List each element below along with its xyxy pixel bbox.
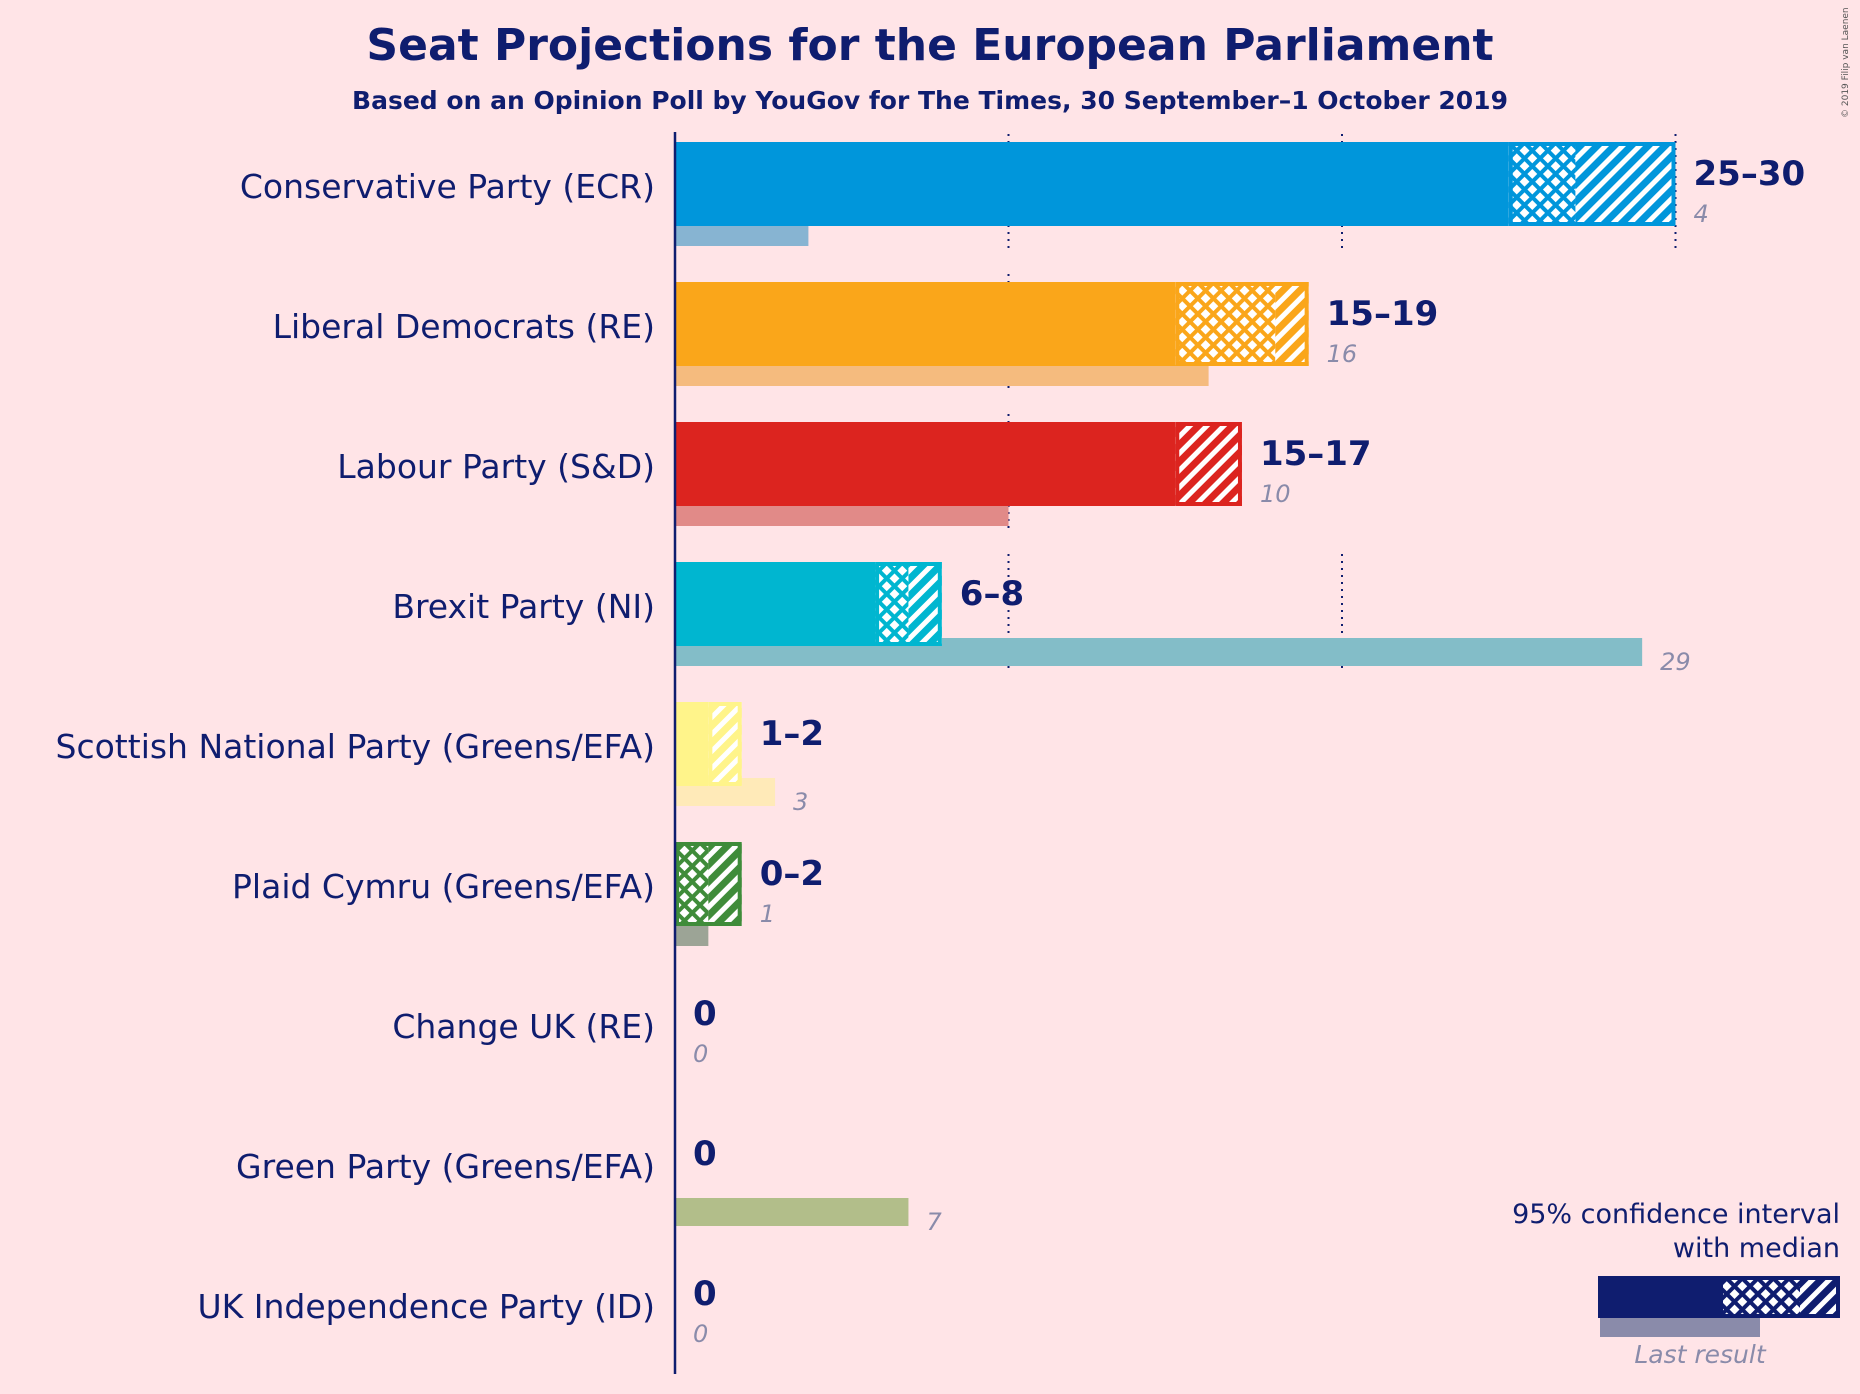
party-row: Brexit Party (NI) 6–8 29 [392,562,1691,676]
legend-solid [1598,1276,1720,1318]
legend-outline [1719,1276,1840,1318]
legend-line-1: 95% confidence interval [1512,1199,1840,1230]
range-label: 15–19 [1327,294,1439,334]
ci-outline [1175,282,1309,366]
party-label: Green Party (Greens/EFA) [236,1147,655,1186]
party-label: Change UK (RE) [392,1007,655,1046]
party-label: Plaid Cymru (Greens/EFA) [232,867,655,906]
range-label: 1–2 [760,714,824,754]
ci-median-band [1175,282,1276,366]
party-row: Conservative Party (ECR) 25–30 4 [240,142,1805,246]
chart-title: Seat Projections for the European Parlia… [366,20,1494,71]
range-label: 0 [693,1134,717,1174]
ci-upper-band [1175,422,1242,506]
party-label: Liberal Democrats (RE) [273,307,655,346]
ci-upper-band [908,562,942,646]
ci-median-band [875,562,909,646]
party-row: Liberal Democrats (RE) 15–19 16 [273,282,1439,386]
ci-upper-band [708,702,742,786]
last-result-label: 0 [693,1320,708,1348]
ci-solid-bar [675,422,1176,506]
party-bars: Conservative Party (ECR) 25–30 4 Liberal De… [56,142,1805,1348]
party-row: Change UK (RE) 0 0 [392,994,716,1068]
ci-solid-bar [675,702,709,786]
legend-sample-bar [1598,1276,1840,1337]
ci-solid-bar [675,282,1176,366]
legend: 95% confidence interval with median Last… [1512,1199,1840,1369]
last-result-bar [675,1198,909,1226]
party-label: Conservative Party (ECR) [240,167,655,206]
last-result-label: 29 [1660,648,1691,676]
ci-outline [708,702,742,786]
range-label: 0 [693,994,717,1034]
ci-outline [1508,142,1676,226]
ci-upper-band [1575,142,1676,226]
legend-last-result: Last result [1634,1340,1766,1369]
ci-upper-band [1275,282,1309,366]
legend-cross [1720,1276,1800,1318]
party-row: UK Independence Party (ID) 0 0 [197,1274,716,1348]
last-result-label: 0 [693,1040,708,1068]
chart-subtitle: Based on an Opinion Poll by YouGov for T… [352,86,1508,115]
range-label: 0 [693,1274,717,1314]
party-label: Scottish National Party (Greens/EFA) [56,727,655,766]
ci-upper-band [708,842,742,926]
legend-diag [1800,1276,1840,1318]
party-row: Scottish National Party (Greens/EFA) 1–2 3 [56,702,824,816]
last-result-label: 1 [760,900,775,928]
ci-median-band [675,842,709,926]
range-label: 6–8 [960,574,1024,614]
last-result-label: 10 [1260,480,1291,508]
last-result-label: 3 [793,788,808,816]
last-result-label: 4 [1694,200,1709,228]
ci-solid-bar [675,142,1509,226]
ci-outline [875,562,942,646]
party-row: Plaid Cymru (Greens/EFA) 0–2 1 [232,842,824,946]
legend-line-2: with median [1673,1233,1840,1264]
party-row: Labour Party (S&D) 15–17 10 [337,422,1372,526]
ci-median-band [1508,142,1576,226]
party-label: Labour Party (S&D) [337,447,655,486]
party-label: Brexit Party (NI) [392,587,655,626]
ci-outline [675,842,742,926]
last-result-label: 7 [926,1208,942,1236]
ci-outline [1175,422,1242,506]
range-label: 15–17 [1260,434,1372,474]
range-label: 0–2 [760,854,824,894]
party-row: Green Party (Greens/EFA) 0 7 [236,1134,942,1236]
last-result-label: 16 [1327,340,1358,368]
range-label: 25–30 [1694,154,1806,194]
ci-solid-bar [675,562,876,646]
party-label: UK Independence Party (ID) [197,1287,655,1326]
